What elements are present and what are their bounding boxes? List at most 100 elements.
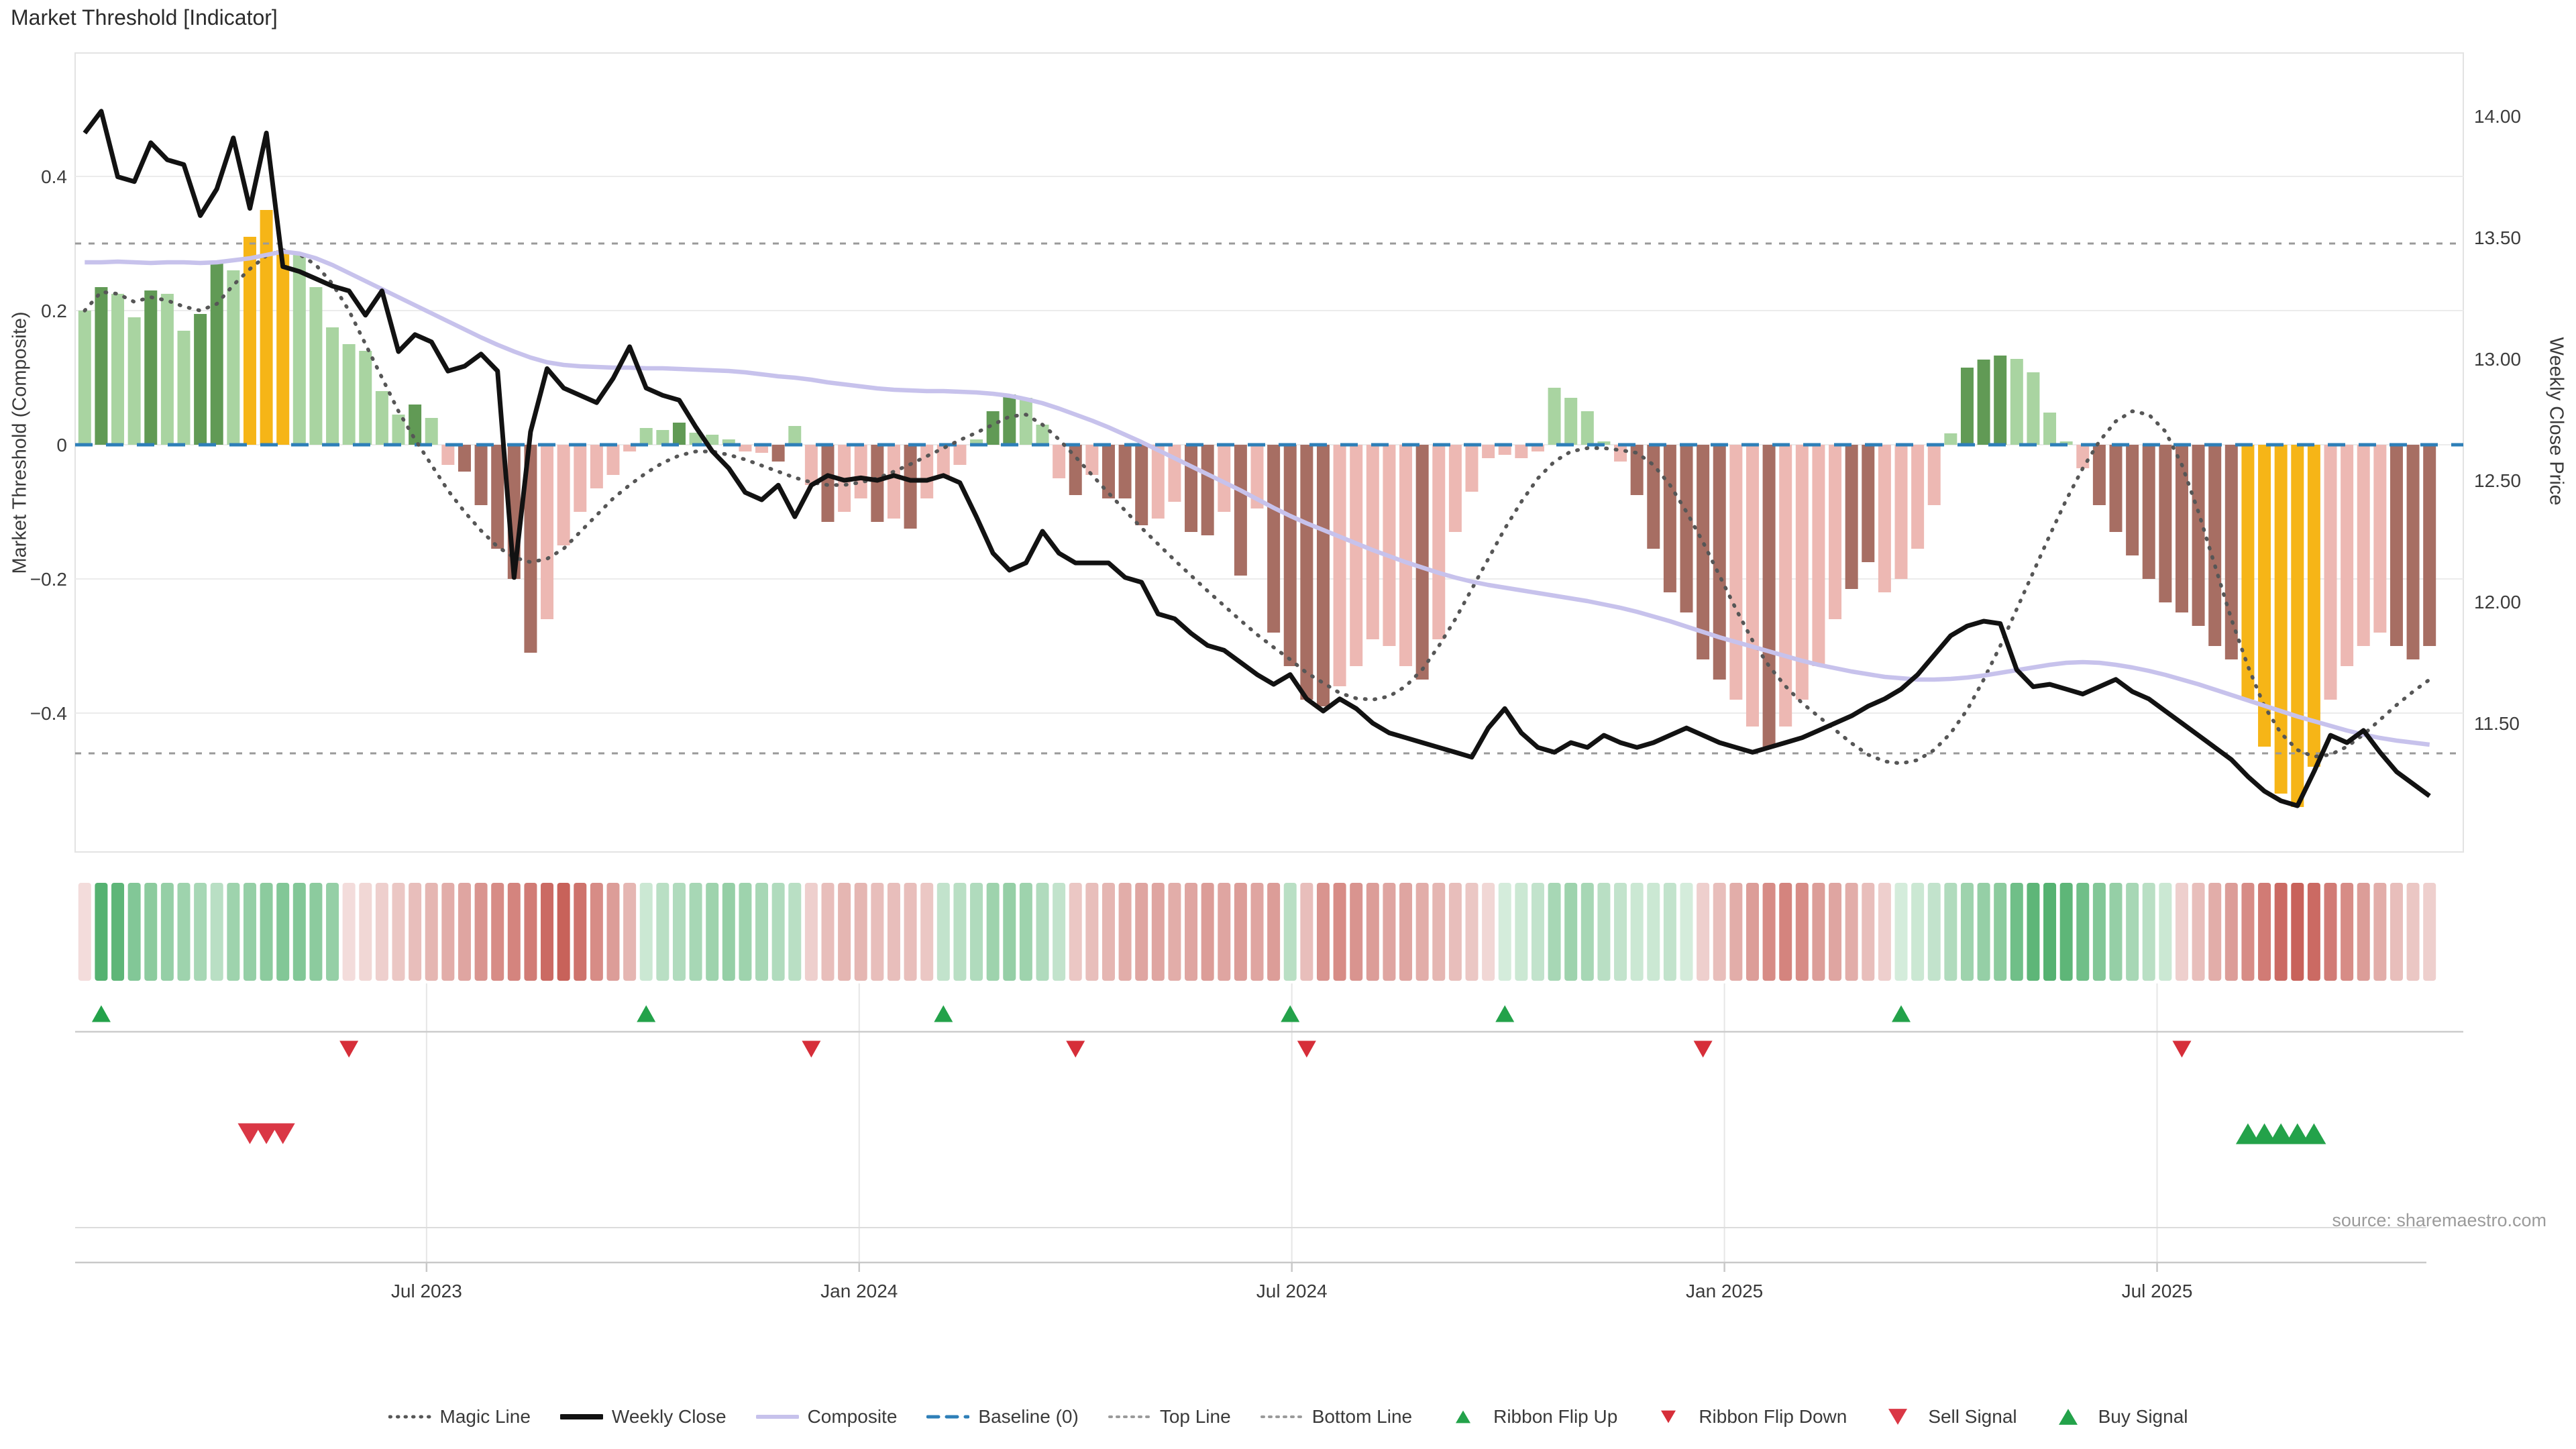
threshold-bar — [2109, 445, 2123, 532]
ribbon-cell — [1003, 883, 1016, 981]
y-tick-label: 0.2 — [41, 301, 67, 321]
ribbon-cell — [1415, 883, 1429, 981]
legend-item-buy-signal: Buy Signal — [2047, 1406, 2188, 1428]
threshold-bar — [574, 445, 587, 512]
ribbon-cell — [887, 883, 900, 981]
ribbon-cell — [292, 883, 306, 981]
ribbon-flip-up-marker — [91, 1005, 111, 1022]
line-swatch-icon — [559, 1414, 603, 1419]
ribbon-cell — [1300, 883, 1313, 981]
ribbon-cell — [425, 883, 438, 981]
ribbon-cell — [2341, 883, 2354, 981]
x-tick-label: Jan 2024 — [820, 1281, 898, 1301]
ribbon-cell — [606, 883, 620, 981]
threshold-bar — [2258, 445, 2271, 747]
threshold-bar — [177, 331, 191, 445]
threshold-bar — [1845, 445, 1858, 589]
y-tick-label: −0.4 — [30, 703, 67, 724]
threshold-bar — [1548, 388, 1561, 445]
threshold-bar — [227, 270, 240, 445]
ribbon-cell — [1201, 883, 1214, 981]
price-tick-label: 13.00 — [2474, 349, 2521, 370]
threshold-bar — [2092, 445, 2106, 505]
ribbon-cell — [474, 883, 488, 981]
ribbon-cell — [953, 883, 967, 981]
threshold-bar — [78, 311, 91, 445]
threshold-bar — [920, 445, 934, 498]
threshold-bar — [2076, 445, 2090, 468]
threshold-bar — [1399, 445, 1413, 666]
y-tick-label: −0.2 — [30, 569, 67, 590]
ribbon-cell — [2258, 883, 2271, 981]
ribbon-cell — [1680, 883, 1693, 981]
threshold-bar — [639, 428, 653, 445]
ribbon-cell — [1812, 883, 1825, 981]
ribbon-cell — [194, 883, 207, 981]
threshold-bar — [1498, 445, 1511, 455]
threshold-bar — [127, 317, 141, 445]
threshold-bar — [1994, 356, 2007, 445]
price-tick-label: 12.00 — [2474, 592, 2521, 612]
ribbon-cell — [1845, 883, 1858, 981]
threshold-bar — [1680, 445, 1693, 612]
line-swatch-icon — [1260, 1415, 1303, 1418]
threshold-bar — [359, 351, 372, 445]
threshold-bar — [1300, 445, 1313, 700]
threshold-bar — [1795, 445, 1809, 700]
ribbon-cell — [260, 883, 273, 981]
ribbon-cell — [1316, 883, 1330, 981]
threshold-bar — [1201, 445, 1214, 535]
ribbon-cell — [1399, 883, 1413, 981]
ribbon-cell — [590, 883, 603, 981]
ribbon-cell — [160, 883, 174, 981]
ribbon-flip-up-marker — [1281, 1005, 1300, 1022]
threshold-bar — [524, 445, 537, 653]
price-tick-label: 13.50 — [2474, 227, 2521, 248]
threshold-bar — [2224, 445, 2238, 659]
threshold-bar — [392, 415, 405, 445]
ribbon-cell — [1448, 883, 1462, 981]
threshold-bar — [2274, 445, 2288, 794]
ribbon-cell — [755, 883, 769, 981]
ribbon-cell — [2208, 883, 2222, 981]
ribbon-cell — [771, 883, 785, 981]
legend-label: Baseline (0) — [978, 1406, 1079, 1427]
ribbon-cell — [574, 883, 587, 981]
threshold-bar — [1977, 360, 1990, 445]
threshold-bar — [1267, 445, 1281, 633]
threshold-bar — [2159, 445, 2172, 602]
ribbon-cell — [507, 883, 521, 981]
ribbon-cell — [2043, 883, 2057, 981]
ribbon-cell — [2324, 883, 2337, 981]
ribbon-cell — [1515, 883, 1528, 981]
ribbon-flip-up-marker — [934, 1005, 953, 1022]
ribbon-cell — [1069, 883, 1082, 981]
ribbon-cell — [1234, 883, 1247, 981]
threshold-bar — [590, 445, 603, 488]
ribbon-cell — [986, 883, 1000, 981]
threshold-bar — [1878, 445, 1891, 592]
source-credit: source: sharemaestro.com — [2332, 1210, 2546, 1230]
ribbon-cell — [1135, 883, 1148, 981]
ribbon-cell — [2307, 883, 2320, 981]
ribbon-cell — [904, 883, 917, 981]
threshold-bar — [1185, 445, 1198, 532]
ribbon-cell — [2109, 883, 2123, 981]
legend-item-bottom-line: Bottom Line — [1260, 1406, 1412, 1428]
threshold-bar — [2142, 445, 2155, 579]
sell-signal-marker — [270, 1123, 295, 1144]
ribbon-cell — [2224, 883, 2238, 981]
legend-item-ribbon-flip-up: Ribbon Flip Up — [1442, 1406, 1617, 1428]
threshold-bar — [887, 445, 900, 519]
ribbon-cell — [2059, 883, 2073, 981]
legend-item-weekly-close: Weekly Close — [559, 1406, 727, 1428]
ribbon-cell — [821, 883, 835, 981]
threshold-bar — [458, 445, 471, 472]
threshold-bar — [1036, 425, 1049, 445]
threshold-bar — [1053, 445, 1066, 478]
threshold-bar — [1333, 445, 1346, 686]
threshold-bar — [2307, 445, 2320, 767]
threshold-bar — [1218, 445, 1231, 512]
ribbon-cell — [1697, 883, 1710, 981]
ribbon-cell — [2357, 883, 2370, 981]
